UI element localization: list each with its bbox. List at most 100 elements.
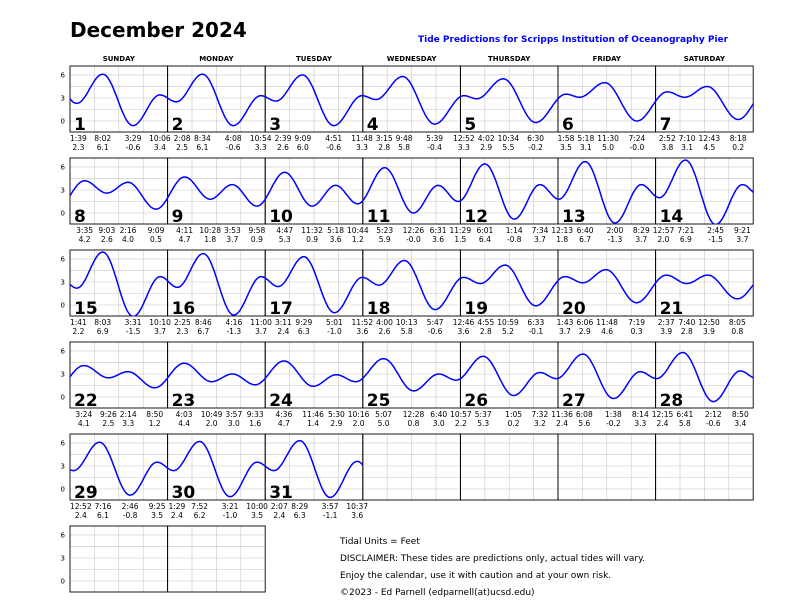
day-cell: [167, 341, 266, 409]
tide-time: 1:39: [70, 134, 87, 143]
tide-height: 6.4: [479, 235, 491, 244]
tide-height: 6.1: [97, 511, 109, 520]
tide-height: 2.8: [681, 327, 693, 336]
tide-time: 5:18: [327, 226, 344, 235]
tide-height: 3.9: [703, 327, 715, 336]
tide-time: 4:16: [225, 318, 242, 327]
tide-height: 2.4: [556, 419, 568, 428]
tide-height: 1.2: [149, 419, 161, 428]
tide-time: 3:57: [322, 502, 339, 511]
tide-height: -0.6: [326, 143, 341, 152]
weekday-header: THURSDAY: [488, 55, 531, 63]
day-number: 23: [172, 391, 196, 411]
tide-time: 10:16: [348, 410, 370, 419]
tide-time: 4:00: [376, 318, 393, 327]
tide-height: 6.0: [297, 143, 309, 152]
day-number: 10: [269, 207, 293, 227]
tide-height: 4.0: [122, 235, 134, 244]
tide-height: 2.9: [480, 143, 492, 152]
tide-time: 9:33: [247, 410, 264, 419]
tide-height: 2.4: [75, 511, 87, 520]
tide-time: 6:08: [576, 410, 593, 419]
tide-time: 7:24: [628, 134, 645, 143]
weekday-header: MONDAY: [199, 55, 234, 63]
tide-time: 6:40: [430, 410, 447, 419]
tide-time: 3:24: [75, 410, 92, 419]
tide-height: -0.8: [507, 235, 522, 244]
tide-height: 3.3: [356, 143, 368, 152]
day-number: 29: [74, 483, 98, 503]
day-number: 20: [562, 299, 586, 319]
tide-time: 4:11: [176, 226, 193, 235]
tide-time: 3:29: [125, 134, 142, 143]
day-number: 19: [464, 299, 488, 319]
tide-height: 2.8: [378, 143, 390, 152]
tide-height: 5.8: [401, 327, 413, 336]
tide-height: -0.0: [630, 143, 645, 152]
tide-time: 8:50: [146, 410, 163, 419]
day-number: 22: [74, 391, 98, 411]
tide-time: 3:35: [76, 226, 93, 235]
day-cell: [557, 341, 657, 409]
tide-time: 10:44: [347, 226, 369, 235]
tide-time: 6:06: [576, 318, 593, 327]
tide-time: 6:33: [527, 318, 544, 327]
footer-copyright: ©2023 - Ed Parnell (edparnell(at)ucsd.ed…: [340, 588, 535, 598]
day-cell: [655, 341, 754, 409]
tide-height: 2.9: [579, 327, 591, 336]
axis-label: 6: [61, 71, 66, 79]
tide-time: 5:30: [328, 410, 345, 419]
tide-height: 2.4: [273, 511, 285, 520]
axis-label: 0: [61, 394, 65, 402]
tide-time: 6:40: [577, 226, 594, 235]
day-number: 14: [660, 207, 684, 227]
day-number: 31: [269, 483, 293, 503]
tide-time: 7:32: [531, 410, 548, 419]
tide-height: 6.7: [197, 327, 209, 336]
tide-height: 6.9: [97, 327, 109, 336]
tide-height: 5.3: [279, 235, 291, 244]
tide-height: -1.5: [708, 235, 723, 244]
tide-time: 7:52: [191, 502, 208, 511]
tide-curve: [70, 439, 364, 499]
tide-height: -0.2: [528, 143, 543, 152]
tide-time: 10:06: [149, 134, 171, 143]
day-number: 4: [367, 115, 379, 135]
page-title: December 2024: [70, 18, 247, 42]
tide-height: -0.1: [528, 327, 543, 336]
day-number: 28: [660, 391, 684, 411]
tide-time: 1:58: [558, 134, 575, 143]
weekday-header: TUESDAY: [296, 55, 333, 63]
tide-time: 12:26: [403, 226, 425, 235]
tide-height: 3.6: [330, 235, 342, 244]
tide-height: -0.2: [606, 419, 621, 428]
tide-height: 6.3: [294, 511, 306, 520]
tide-height: 2.0: [206, 419, 218, 428]
tide-time: 7:16: [95, 502, 112, 511]
tide-time: 2:46: [122, 502, 139, 511]
tide-height: -1.0: [223, 511, 238, 520]
tide-time: 12:46: [453, 318, 475, 327]
tide-height: 3.7: [559, 327, 571, 336]
tide-time: 4:08: [225, 134, 242, 143]
tide-time: 4:51: [325, 134, 342, 143]
day-number: 2: [172, 115, 184, 135]
tide-height: 2.4: [171, 511, 183, 520]
tide-time: 1:43: [557, 318, 574, 327]
axis-label: 3: [61, 554, 65, 562]
tide-height: 1.8: [556, 235, 568, 244]
tide-height: 2.0: [658, 235, 670, 244]
tide-time: 9:58: [248, 226, 265, 235]
day-number: 17: [269, 299, 293, 319]
axis-label: 3: [61, 462, 65, 470]
tide-height: 4.7: [278, 419, 290, 428]
tide-height: 6.2: [194, 511, 206, 520]
axis-label: 0: [61, 210, 65, 218]
day-cell: [264, 249, 364, 317]
tide-time: 3:11: [275, 318, 292, 327]
day-number: 27: [562, 391, 586, 411]
tide-height: 3.7: [534, 235, 546, 244]
day-number: 11: [367, 207, 391, 227]
tide-height: -0.6: [428, 327, 443, 336]
